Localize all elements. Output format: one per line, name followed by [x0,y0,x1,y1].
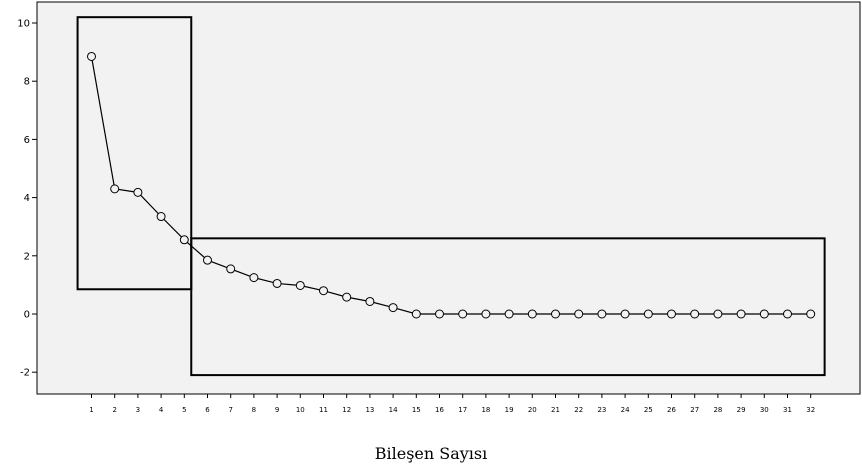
annotation-box-1 [76,16,193,291]
x-tick-label: 17 [458,406,467,414]
data-point [481,309,491,319]
x-tick-label: 5 [182,406,186,414]
x-tick-label: 31 [783,406,792,414]
x-tick-label: 7 [228,406,232,414]
data-point [643,309,653,319]
data-point [226,264,236,274]
x-tick-label: 9 [275,406,279,414]
x-tick-label: 6 [205,406,210,414]
y-tick-label: 8 [24,77,30,88]
x-tick-label: 13 [365,406,374,414]
x-tick-label: 28 [713,406,722,414]
data-point [713,309,723,319]
x-tick-label: 16 [435,406,444,414]
x-axis-title: Bileşen Sayısı [375,444,488,463]
x-tick-label: 23 [597,406,606,414]
x-tick-label: 24 [621,406,630,414]
data-point [736,309,746,319]
x-tick-label: 3 [136,406,140,414]
data-point [319,286,328,296]
y-axis: -2 0 2 4 6 8 10 [17,19,37,379]
x-tick-label: 4 [159,406,164,414]
x-tick-label: 22 [574,406,583,414]
data-point [690,309,700,319]
x-tick-label: 20 [528,406,537,414]
series-layer [87,51,816,319]
data-point [527,309,537,319]
x-tick-label: 19 [505,406,514,414]
data-point [272,278,282,288]
annotation-box-2 [190,237,826,377]
y-tick-label: 2 [24,251,30,262]
data-point [783,309,792,319]
x-tick-label: 10 [296,406,305,414]
x-tick-label: 15 [412,406,421,414]
x-tick-label: 11 [319,406,328,414]
data-point [597,309,607,319]
x-tick-label: 2 [112,406,116,414]
data-point [620,309,630,319]
x-axis: 1 2 3 4 5 6 7 8 9 10 11 12 13 14 15 16 17 18 19 20 21 22 23 24 2… [89,394,815,414]
data-point [295,280,305,290]
data-point [759,309,769,319]
x-tick-label: 30 [760,406,769,414]
data-point [411,309,421,319]
data-point [249,273,259,283]
data-point [342,292,352,302]
data-point [156,212,166,222]
data-point [203,255,212,265]
y-tick-label: 10 [17,19,30,30]
x-tick-label: 21 [551,406,560,414]
x-tick-label: 26 [667,406,676,414]
x-tick-label: 1 [89,406,93,414]
data-point [179,235,189,245]
data-point [458,309,468,319]
x-tick-label: 8 [252,406,256,414]
y-tick-label: -2 [20,368,30,379]
x-tick-label: 29 [737,406,746,414]
plot-area [36,1,861,395]
data-point [87,51,96,61]
data-point [133,187,143,197]
x-tick-label: 18 [481,406,490,414]
y-tick-label: 4 [24,193,30,204]
y-tick-label: 0 [24,310,30,321]
x-tick-label: 12 [342,406,351,414]
x-tick-label: 32 [806,406,815,414]
data-point [388,303,398,313]
x-tick-label: 14 [389,406,398,414]
data-point [806,309,816,319]
data-point [574,309,584,319]
data-point [435,309,444,319]
data-point [110,184,120,194]
data-point [551,309,560,319]
data-point [365,296,375,306]
annotation-boxes [76,16,826,377]
x-tick-label: 27 [690,406,699,414]
x-tick-label: 25 [644,406,653,414]
y-tick-label: 6 [24,135,30,146]
data-point [504,309,514,319]
data-point [667,309,676,319]
